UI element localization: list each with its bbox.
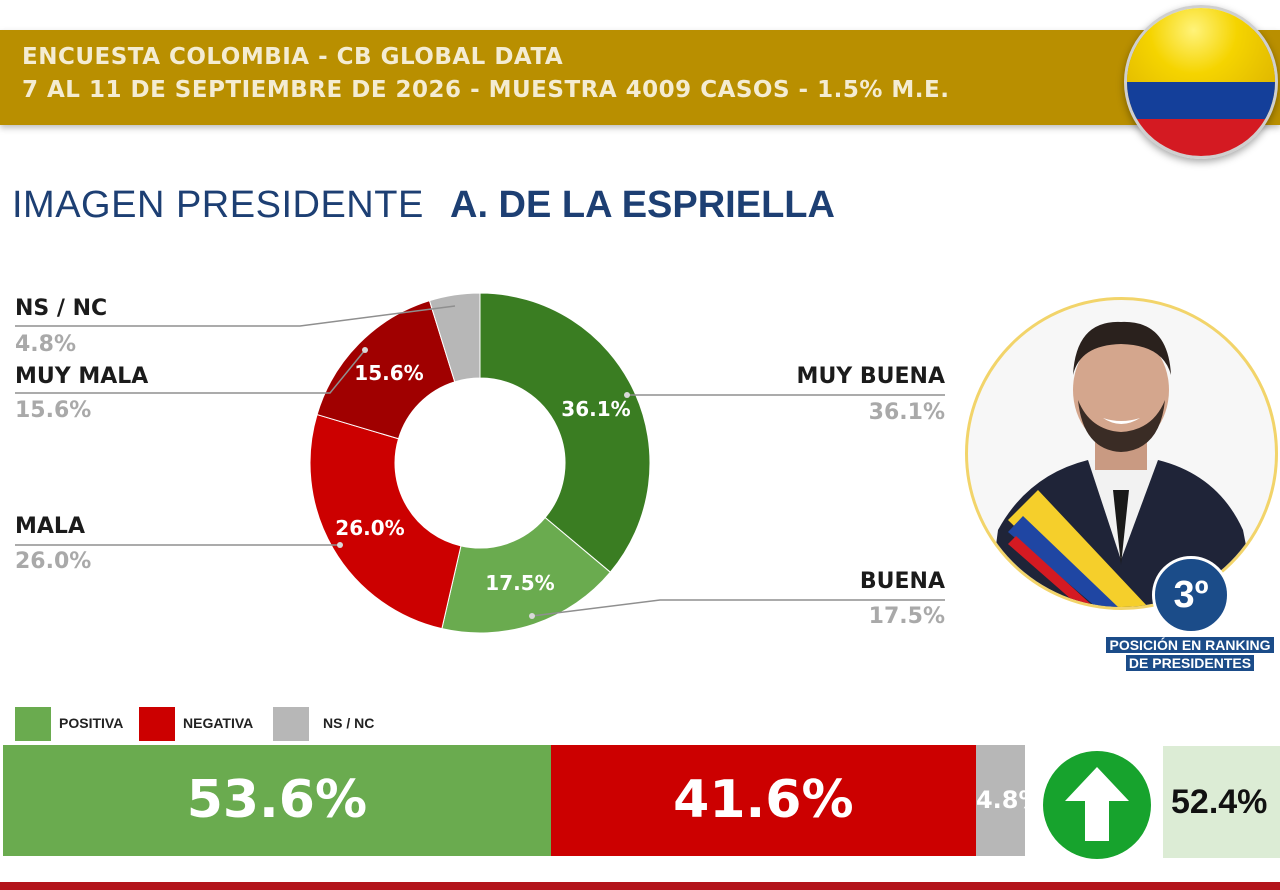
slice-label-muy-mala: 15.6% bbox=[354, 361, 423, 385]
legend-label-positiva: POSITIVA bbox=[59, 715, 124, 731]
change-value: 52.4% bbox=[1163, 746, 1280, 858]
bar-segment-negativa: 41.6% bbox=[550, 745, 976, 856]
legend-swatch-ns-nc bbox=[273, 707, 309, 741]
bar-segment-positiva: 53.6% bbox=[3, 745, 551, 856]
header-subtitle: 7 AL 11 DE SEPTIEMBRE DE 2026 - MUESTRA … bbox=[22, 77, 950, 103]
rank-caption-line1: POSICIÓN EN RANKING bbox=[1106, 637, 1274, 653]
donut-chart: 36.1% 17.5% 26.0% 15.6% bbox=[15, 292, 945, 634]
value-mala: 26.0% bbox=[15, 549, 92, 574]
leader-dot-buena bbox=[529, 613, 535, 619]
slice-buena bbox=[441, 516, 612, 634]
label-mala: MALA bbox=[15, 514, 85, 539]
value-buena: 17.5% bbox=[868, 604, 945, 629]
slice-label-buena: 17.5% bbox=[485, 571, 554, 595]
footer-line bbox=[0, 882, 1280, 890]
president-portrait bbox=[965, 297, 1278, 610]
value-muy-mala: 15.6% bbox=[15, 398, 92, 423]
slice-muy-mala bbox=[316, 300, 456, 440]
bar-segment-ns-nc: 4.8% bbox=[975, 745, 1025, 856]
leader-line-buena bbox=[531, 599, 945, 617]
leader-dot-mala bbox=[337, 542, 343, 548]
header-title: ENCUESTA COLOMBIA - CB GLOBAL DATA bbox=[22, 44, 564, 70]
legend-label-negativa: NEGATIVA bbox=[183, 715, 254, 731]
legend-swatch-negativa bbox=[139, 707, 175, 741]
label-muy-buena: MUY BUENA bbox=[796, 364, 945, 389]
leader-line-muy-mala bbox=[15, 349, 366, 394]
slice-label-muy-buena: 36.1% bbox=[561, 397, 630, 421]
label-ns-nc: NS / NC bbox=[15, 296, 108, 321]
slice-ns-nc bbox=[428, 292, 481, 383]
legend-swatch-positiva bbox=[15, 707, 51, 741]
slice-mala bbox=[309, 413, 462, 630]
colombia-flag-icon bbox=[1124, 5, 1278, 159]
leader-dot-muy-mala bbox=[362, 347, 368, 353]
rank-caption: POSICIÓN EN RANKING DE PRESIDENTES bbox=[1100, 636, 1280, 672]
president-name: A. DE LA ESPRIELLA bbox=[450, 184, 835, 226]
leader-line-ns-nc bbox=[15, 305, 456, 327]
value-muy-buena: 36.1% bbox=[868, 400, 945, 425]
label-buena: BUENA bbox=[859, 569, 945, 594]
value-ns-nc: 4.8% bbox=[15, 332, 77, 357]
rank-caption-line2: DE PRESIDENTES bbox=[1125, 655, 1255, 671]
header-band bbox=[0, 30, 1280, 125]
rank-badge: 3º bbox=[1152, 556, 1230, 634]
label-muy-mala: MUY MALA bbox=[15, 364, 149, 389]
slice-muy-buena bbox=[479, 292, 651, 573]
page-title: IMAGEN PRESIDENTE bbox=[12, 184, 424, 226]
legend-label-ns-nc: NS / NC bbox=[323, 715, 375, 731]
up-arrow-icon bbox=[1043, 751, 1151, 859]
leader-dot-muy-buena bbox=[624, 392, 630, 398]
slice-label-mala: 26.0% bbox=[335, 516, 404, 540]
